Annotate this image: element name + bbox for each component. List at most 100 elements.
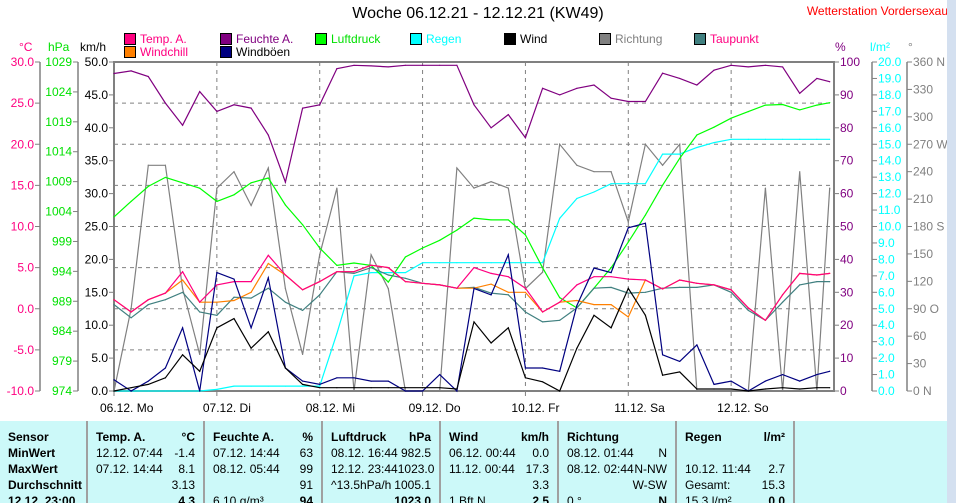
legend-label: Temp. A. — [140, 32, 187, 46]
data-point — [319, 294, 321, 296]
table-row: 4.3 — [88, 494, 203, 503]
cell-value: 0.0 — [768, 494, 785, 503]
data-point — [644, 183, 647, 185]
data-point — [627, 278, 629, 280]
data-point — [233, 296, 235, 298]
data-point — [781, 66, 784, 68]
data-point — [713, 142, 715, 144]
series-line — [113, 262, 830, 322]
data-point — [524, 377, 527, 379]
data-point — [524, 291, 527, 293]
tick-label-kmh: 20.0 — [85, 252, 109, 266]
data-point — [233, 104, 235, 106]
data-point — [661, 184, 664, 186]
data-point — [829, 187, 831, 189]
cell-label: 0 ° — [567, 494, 582, 503]
tick-label-rain: 20.0 — [878, 55, 902, 69]
data-point — [353, 271, 355, 273]
table-row: W-SW — [559, 478, 675, 494]
tick-label-kmh: 10.0 — [85, 318, 109, 332]
data-point — [439, 64, 441, 66]
data-point — [439, 390, 441, 392]
cell-value: 3.3 — [532, 478, 549, 492]
data-point — [370, 271, 372, 274]
data-point — [610, 327, 612, 329]
data-point — [747, 390, 749, 392]
data-point — [576, 347, 578, 349]
data-point — [627, 241, 629, 243]
table-row: 08.12. 02:44 N-NW — [559, 462, 675, 478]
data-point — [730, 388, 732, 390]
tick-label-percent: 60 — [840, 187, 854, 201]
data-point — [644, 291, 647, 293]
data-point — [610, 267, 612, 269]
cell-label: Durchschnitt — [8, 478, 83, 492]
data-point — [829, 272, 831, 274]
data-point — [164, 176, 167, 179]
data-point — [559, 370, 561, 372]
data-point — [421, 247, 424, 249]
data-point — [181, 288, 184, 290]
table-row: 0 ° N — [559, 494, 675, 503]
data-point — [267, 287, 269, 289]
x-tick-label: 09.12. Do — [409, 401, 461, 415]
data-point — [456, 388, 458, 390]
data-point — [713, 69, 715, 71]
table-row — [677, 446, 793, 462]
data-point — [696, 390, 698, 392]
axis-unit-kmh: km/h — [80, 40, 107, 54]
cell-label: Luftdruck — [331, 430, 387, 444]
data-point — [799, 284, 801, 286]
data-point — [593, 304, 595, 306]
data-point — [661, 164, 664, 166]
tick-label-degree: 360 N — [913, 55, 945, 69]
data-point — [301, 224, 304, 226]
cell-label: Temp. A. — [96, 430, 146, 444]
data-point — [644, 314, 647, 316]
cell-label: 08.12. 16:44 — [331, 446, 398, 460]
cell-value: 94 — [299, 494, 313, 503]
cell-label: 08.12. 01:44 — [567, 446, 634, 460]
tick-label-hpa: 1019 — [45, 115, 72, 129]
table-row: 12.12. 23:00 — [0, 494, 86, 503]
data-point — [593, 276, 595, 278]
tick-label-hpa: 1009 — [45, 175, 72, 189]
data-point — [696, 388, 698, 390]
series-taupunkt — [113, 266, 831, 323]
x-tick-label: 06.12. Mo — [100, 401, 154, 415]
table-header: Regen l/m² — [677, 430, 793, 446]
data-point — [816, 104, 818, 106]
data-point — [130, 387, 132, 389]
data-point — [490, 283, 492, 285]
legend-swatch — [220, 46, 232, 58]
table-row: 07.12. 14:44 8.1 — [88, 462, 203, 478]
tick-label-degree: 270 W — [913, 137, 948, 151]
data-point — [764, 380, 767, 382]
scrollbar[interactable] — [947, 0, 956, 503]
data-point — [353, 262, 355, 264]
data-point — [559, 217, 561, 219]
data-point — [370, 380, 372, 382]
data-point — [233, 299, 235, 302]
data-point — [250, 281, 252, 283]
table-row: 08.12. 16:44 982.5 — [323, 446, 439, 462]
cell-value: 17.3 — [525, 462, 549, 476]
data-point — [593, 287, 595, 289]
data-point — [113, 304, 115, 306]
legend-item: Wind — [504, 32, 547, 46]
data-point — [370, 267, 372, 269]
data-point — [747, 138, 749, 140]
tick-label-rain: 2.0 — [878, 351, 895, 365]
table-header: Wind km/h — [441, 430, 557, 446]
data-point — [610, 271, 612, 274]
data-point — [816, 387, 818, 389]
data-point — [473, 187, 475, 189]
data-point — [507, 114, 509, 116]
data-point — [816, 138, 818, 140]
tick-label-kmh: 45.0 — [85, 88, 109, 102]
data-point — [490, 181, 492, 183]
table-row: MaxWert — [0, 462, 86, 478]
cell-value: 91 — [299, 478, 313, 492]
legend-swatch — [410, 33, 422, 45]
plot-frame — [113, 61, 835, 392]
